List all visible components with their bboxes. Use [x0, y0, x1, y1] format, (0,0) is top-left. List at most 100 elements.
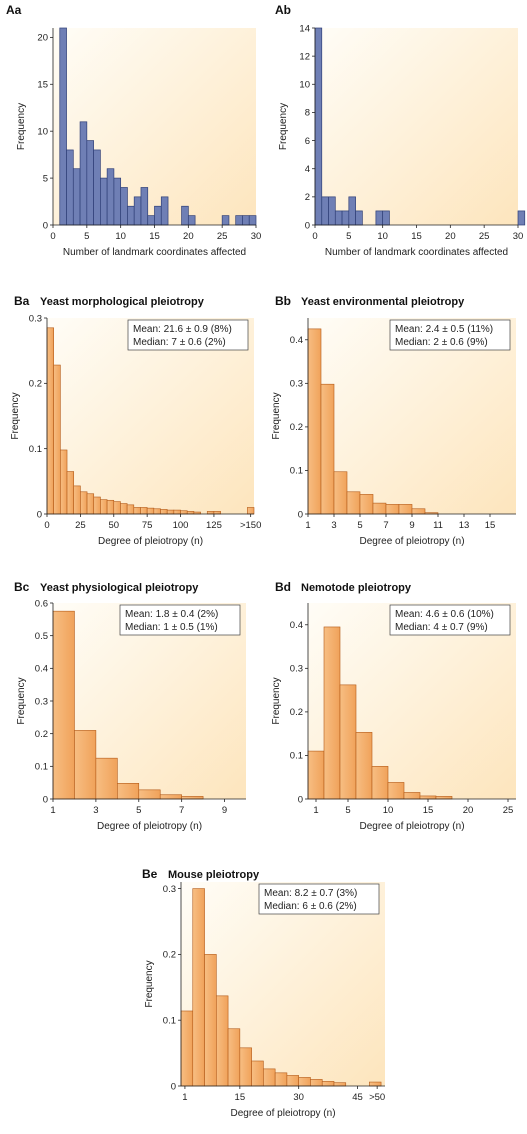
y-tick-label: 14	[299, 23, 310, 34]
bar	[346, 491, 361, 515]
bar	[93, 149, 101, 226]
y-tick-label: 4	[305, 164, 310, 175]
bar	[173, 509, 181, 515]
bar	[159, 794, 182, 800]
y-tick-label: 10	[299, 80, 310, 91]
mean-label: Mean: 4.6 ± 0.6 (10%)	[395, 609, 494, 620]
bar	[187, 215, 196, 226]
median-label: Median: 2 ± 0.6 (9%)	[395, 337, 488, 348]
x-tick-label: 10	[115, 231, 126, 242]
y-tick-label: 0.2	[29, 379, 42, 390]
mean-label: Mean: 1.8 ± 0.4 (2%)	[125, 609, 218, 620]
bar	[204, 954, 217, 1087]
y-tick-label: 0	[171, 1081, 176, 1092]
panel-letter: Bc	[14, 580, 30, 594]
y-axis-label: Frequency	[144, 960, 155, 1007]
y-tick-label: 0	[37, 509, 42, 520]
x-axis-label: Degree of pleiotropy (n)	[359, 821, 464, 832]
y-tick-label: 0.1	[290, 466, 303, 477]
bar	[321, 196, 329, 226]
y-tick-label: 0.6	[35, 598, 48, 609]
x-tick-label: 50	[108, 520, 119, 531]
x-tick-label: 5	[136, 805, 141, 816]
x-axis-label: Degree of pleiotropy (n)	[230, 1108, 335, 1119]
bar	[80, 491, 88, 515]
bar	[140, 187, 149, 226]
bar	[310, 1079, 323, 1087]
x-tick-label: 20	[183, 231, 194, 242]
x-tick-label: 3	[331, 520, 336, 531]
bar	[147, 215, 155, 226]
chart-aa: 0 5 10 15 20 0 5 10 15 20 25 30 Number of landmark c…	[6, 3, 261, 258]
x-tick-label: 15	[485, 520, 496, 531]
y-tick-label: 0.1	[290, 751, 303, 762]
y-tick-label: 0.2	[290, 707, 303, 718]
bar	[307, 750, 325, 800]
bar	[411, 508, 426, 515]
bar	[60, 449, 68, 515]
bar	[160, 196, 169, 226]
bar	[106, 168, 115, 226]
x-tick-label: 0	[50, 231, 55, 242]
y-tick-label: 0.2	[290, 422, 303, 433]
x-axis-label: Degree of pleiotropy (n)	[359, 536, 464, 547]
x-axis-label: Number of landmark coordinates affected	[325, 247, 508, 258]
y-axis-label: Frequency	[278, 103, 289, 150]
y-tick-label: 0	[305, 220, 310, 231]
mean-label: Mean: 21.6 ± 0.9 (8%)	[133, 324, 232, 335]
bar	[100, 177, 108, 226]
x-tick-label: 45	[352, 1092, 363, 1103]
bar	[66, 149, 74, 226]
median-label: Median: 1 ± 0.5 (1%)	[125, 622, 218, 633]
bar	[146, 507, 155, 515]
x-tick-label: 15	[235, 1092, 246, 1103]
bar	[120, 503, 128, 515]
bar	[248, 215, 257, 226]
y-tick-label: 0.1	[35, 762, 48, 773]
plot-area	[47, 318, 254, 514]
bar	[66, 471, 75, 515]
chart-bc: 0 0.1 0.2 0.3 0.4 0.5 0.6 1 3 5 7 9 Degree of pleiot…	[14, 580, 246, 832]
bar	[334, 210, 343, 226]
bar	[192, 888, 205, 1087]
bar	[382, 210, 390, 226]
y-tick-label: 0.4	[290, 620, 303, 631]
panel-title: Yeast morphological pleiotropy	[40, 296, 205, 308]
x-axis-label: Degree of pleiotropy (n)	[97, 821, 202, 832]
x-tick-label: >150	[240, 520, 261, 531]
panel-title: Mouse pleiotropy	[168, 869, 260, 881]
x-tick-label: 15	[149, 231, 160, 242]
bar	[53, 364, 61, 515]
bar	[133, 196, 142, 226]
bar	[274, 1072, 288, 1087]
bar	[333, 471, 348, 515]
bar	[106, 499, 115, 515]
bar	[328, 196, 336, 226]
bar	[359, 494, 374, 515]
bar	[339, 684, 357, 800]
panel-letter: Be	[142, 867, 158, 881]
bar	[86, 493, 95, 515]
x-tick-label: 75	[142, 520, 153, 531]
x-tick-label: 13	[459, 520, 470, 531]
bar	[227, 1028, 241, 1087]
y-tick-label: 0.4	[290, 335, 303, 346]
y-axis-label: Frequency	[16, 103, 27, 150]
y-tick-label: 8	[305, 108, 310, 119]
y-tick-label: 15	[37, 80, 48, 91]
y-axis-label: Frequency	[271, 392, 282, 439]
bar	[72, 168, 81, 226]
stats-box: Mean: 1.8 ± 0.4 (2%) Median: 1 ± 0.5 (1%)	[119, 604, 241, 636]
x-tick-label: 25	[479, 231, 490, 242]
x-tick-label: 3	[93, 805, 98, 816]
x-tick-label: >50	[369, 1092, 385, 1103]
y-axis-label: Frequency	[10, 392, 21, 439]
mean-label: Mean: 2.4 ± 0.5 (11%)	[395, 324, 493, 335]
chart-ab: 0 2 4 6 8 10 12 14 0 5 10 15 20 25 30 Number of landmar…	[275, 3, 526, 258]
x-tick-label: 0	[312, 231, 317, 242]
bar	[369, 1081, 382, 1087]
bar	[517, 210, 526, 226]
